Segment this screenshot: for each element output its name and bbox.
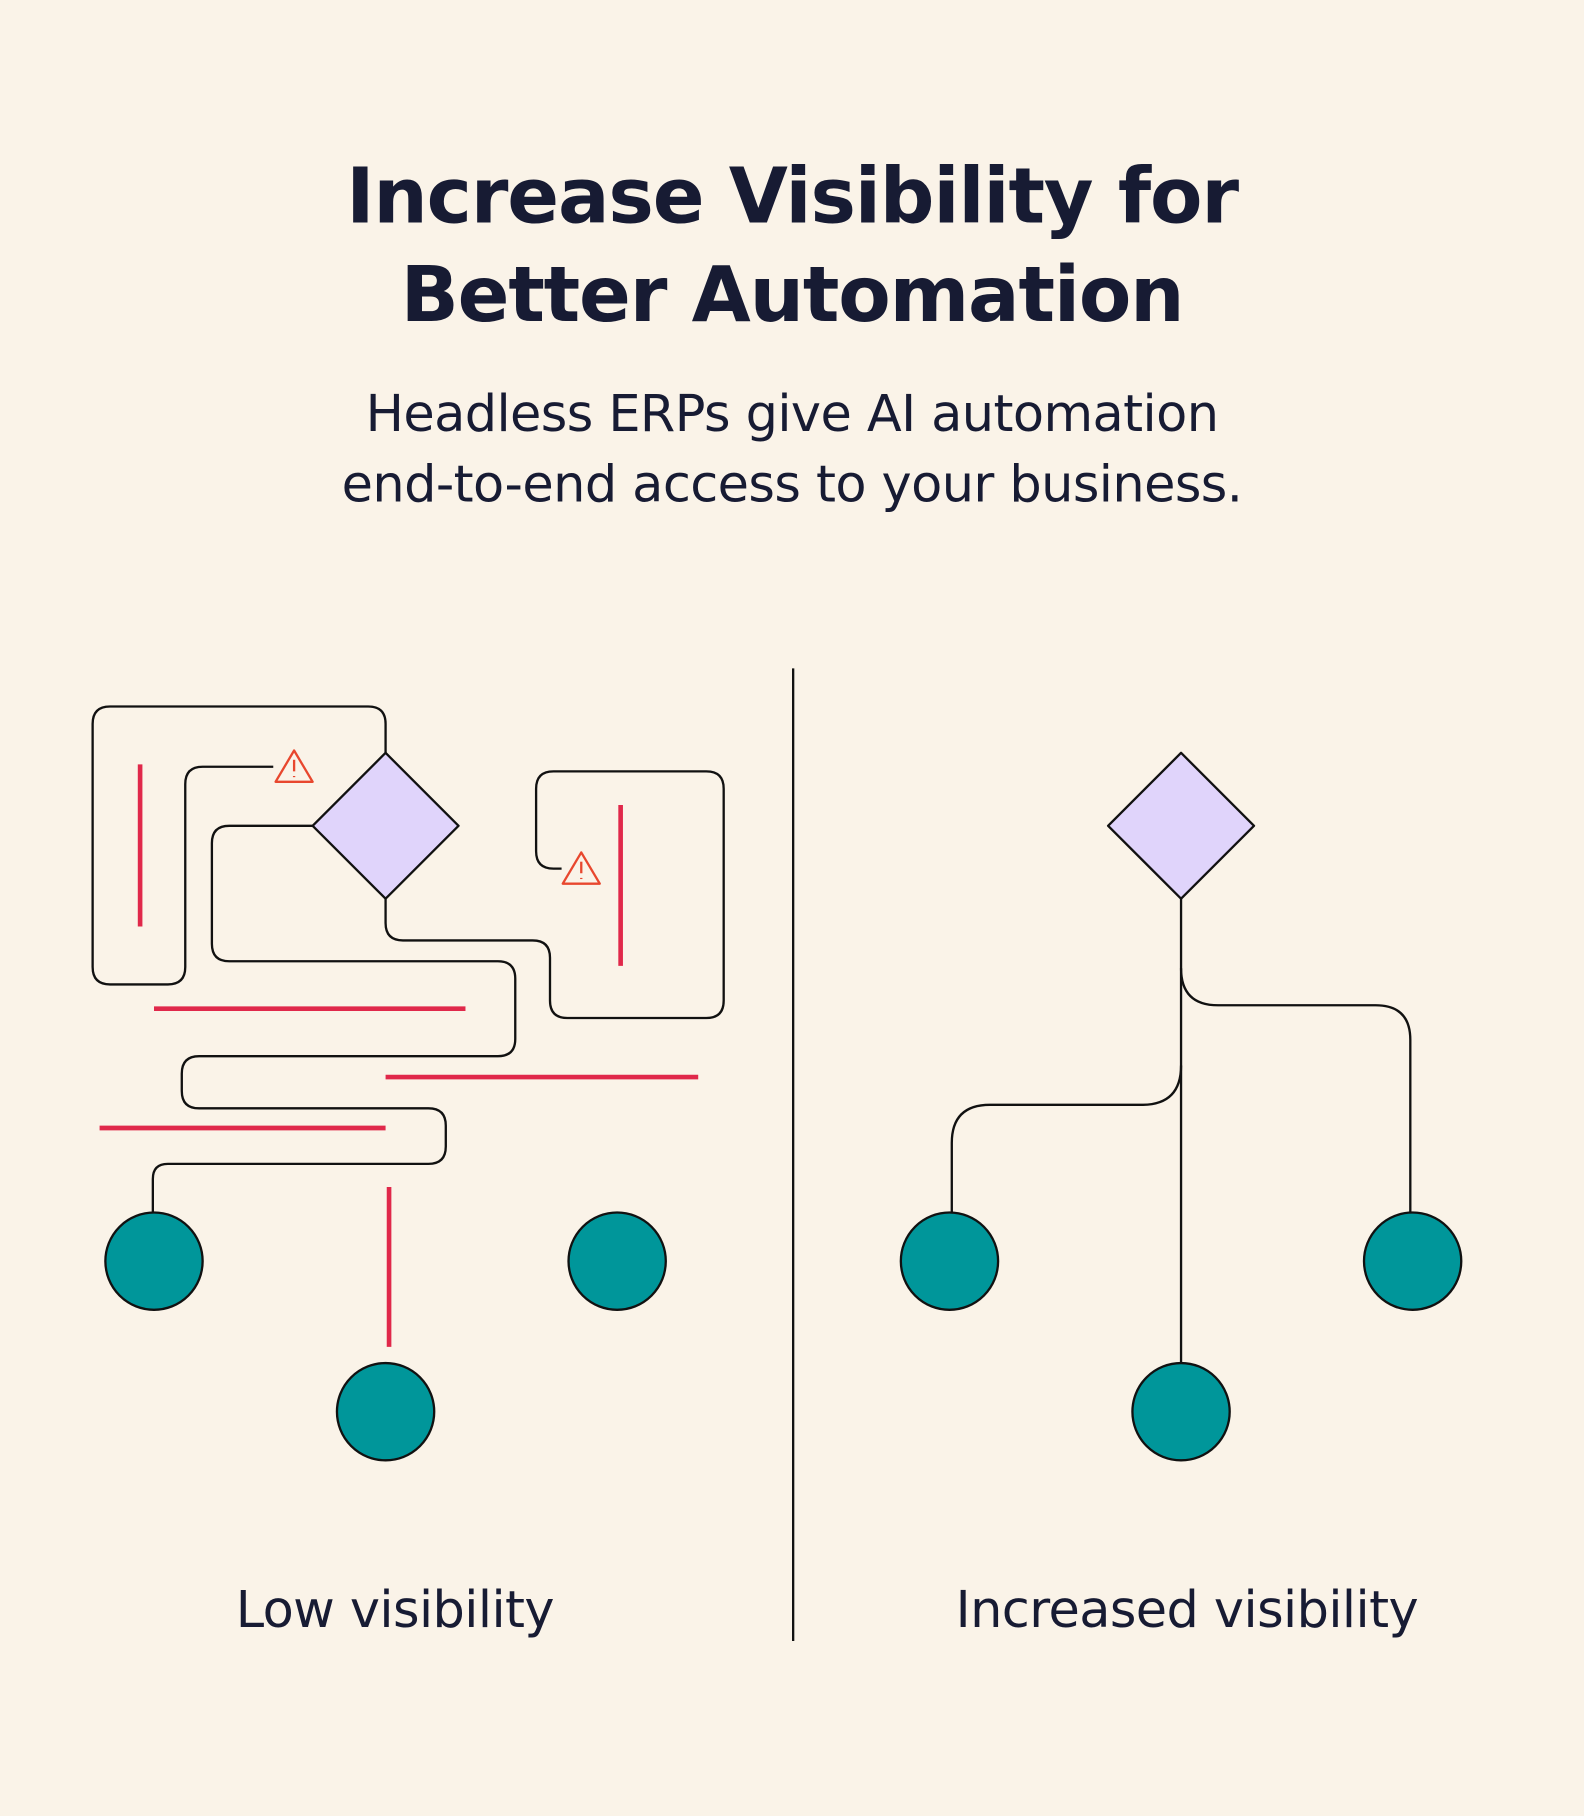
subtitle-line: end-to-end access to your business. — [342, 456, 1243, 515]
endpoint-node — [1131, 1361, 1231, 1462]
panel-label: Increased visibility — [956, 1581, 1418, 1640]
warning-icon — [274, 749, 314, 783]
endpoint-node — [567, 1211, 667, 1311]
decision-node — [311, 751, 460, 900]
connector — [1179, 968, 1412, 1213]
endpoint-node — [899, 1211, 1000, 1311]
title-line: Increase Visibility for — [346, 153, 1239, 242]
title-line: Better Automation — [401, 251, 1184, 340]
decision-node — [1106, 751, 1256, 900]
subtitle-line: Headless ERPs give AI automation — [366, 385, 1219, 444]
panel-label: Low visibility — [236, 1581, 554, 1640]
connector — [384, 770, 725, 1020]
increased-visibility-diagram — [899, 751, 1463, 1462]
connector — [91, 705, 387, 986]
endpoint-node — [1362, 1211, 1463, 1311]
low-visibility-diagram — [91, 705, 725, 1462]
connector — [151, 824, 517, 1213]
endpoint-node — [104, 1211, 204, 1311]
endpoint-node — [335, 1361, 436, 1462]
connector — [950, 1065, 1183, 1213]
warning-icon — [561, 851, 601, 885]
